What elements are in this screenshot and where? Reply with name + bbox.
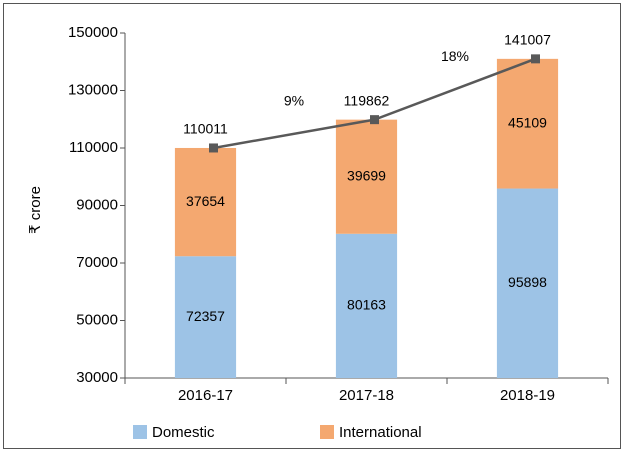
growth-label: 9% — [284, 93, 304, 109]
total-label: 110011 — [183, 121, 228, 137]
y-tick-label: 90000 — [76, 196, 118, 213]
data-label: 39699 — [347, 167, 386, 183]
legend-swatch — [133, 425, 147, 439]
data-label: 72357 — [186, 308, 225, 324]
data-label: 95898 — [508, 274, 547, 290]
x-tick-label: 2017-18 — [339, 387, 394, 404]
bar-segment — [496, 58, 559, 189]
bar-segment — [335, 233, 398, 378]
total-marker — [209, 143, 218, 153]
x-tick-label: 2016-17 — [178, 387, 233, 404]
total-marker — [370, 115, 379, 125]
bar-segment — [174, 147, 237, 257]
y-tick-label: 30000 — [76, 369, 118, 386]
data-label: 37654 — [186, 193, 225, 209]
data-label: 80163 — [347, 297, 386, 313]
y-axis-label: ₹ crore — [27, 186, 44, 234]
y-tick-label: 110000 — [69, 139, 118, 156]
growth-label: 18% — [441, 48, 469, 64]
bar-segment — [496, 188, 559, 378]
total-label: 119862 — [344, 92, 390, 108]
legend-label: Domestic — [152, 424, 215, 441]
total-label: 141007 — [504, 32, 551, 48]
legend-swatch — [320, 425, 334, 439]
y-tick-label: 130000 — [68, 81, 118, 98]
bar-segment — [174, 256, 237, 378]
total-marker — [531, 54, 540, 64]
y-tick-label: 70000 — [76, 254, 118, 271]
bar-segment — [335, 119, 398, 234]
y-tick-label: 50000 — [76, 311, 118, 328]
y-tick-label: 150000 — [68, 24, 118, 41]
data-label: 45109 — [508, 114, 547, 130]
legend-label: International — [339, 424, 422, 441]
x-tick-label: 2018-19 — [500, 387, 555, 404]
